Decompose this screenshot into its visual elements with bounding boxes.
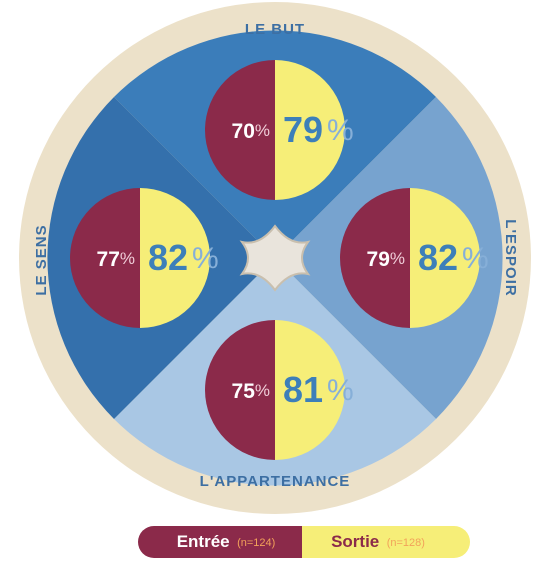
label-right: L'ESPOIR	[502, 219, 519, 296]
label-top: LE BUT	[245, 21, 305, 38]
legend-sortie-n: (n=128)	[387, 537, 425, 549]
entree-unit: %	[255, 381, 270, 400]
sortie-number: 82	[148, 237, 188, 278]
legend-entree-n: (n=124)	[237, 537, 275, 549]
entree-value: 70%	[232, 120, 270, 143]
sortie-unit: %	[327, 114, 354, 147]
label-bottom: L'APPARTENANCE	[200, 473, 351, 490]
legend-sortie-label: Sortie	[331, 532, 379, 551]
sortie-value: 79%	[283, 109, 354, 150]
entree-value: 75%	[232, 380, 270, 403]
entree-value: 79%	[367, 248, 405, 271]
sortie-unit: %	[192, 242, 219, 275]
entree-value: 77%	[97, 248, 135, 271]
entree-unit: %	[120, 249, 135, 268]
entree-number: 75	[232, 380, 256, 403]
sortie-value: 82%	[148, 237, 219, 278]
page: {"quadrants": [ {"label": "LE BUT", "ent…	[0, 0, 542, 571]
legend-entree-label: Entrée	[177, 532, 230, 551]
sortie-value: 82%	[418, 237, 489, 278]
sortie-number: 82	[418, 237, 458, 278]
sortie-unit: %	[327, 374, 354, 407]
entree-number: 70	[232, 120, 255, 143]
entree-unit: %	[255, 121, 270, 140]
sortie-unit: %	[462, 242, 489, 275]
sortie-value: 81%	[283, 369, 354, 410]
entree-unit: %	[390, 249, 405, 268]
sortie-number: 81	[283, 369, 323, 410]
entree-number: 77	[97, 248, 120, 271]
entree-number: 79	[367, 248, 390, 271]
sortie-number: 79	[283, 109, 323, 150]
diagram: LE BUT LE SENS L'ESPOIR L'APPARTENANCE 7…	[0, 0, 542, 571]
label-left: LE SENS	[33, 224, 50, 295]
